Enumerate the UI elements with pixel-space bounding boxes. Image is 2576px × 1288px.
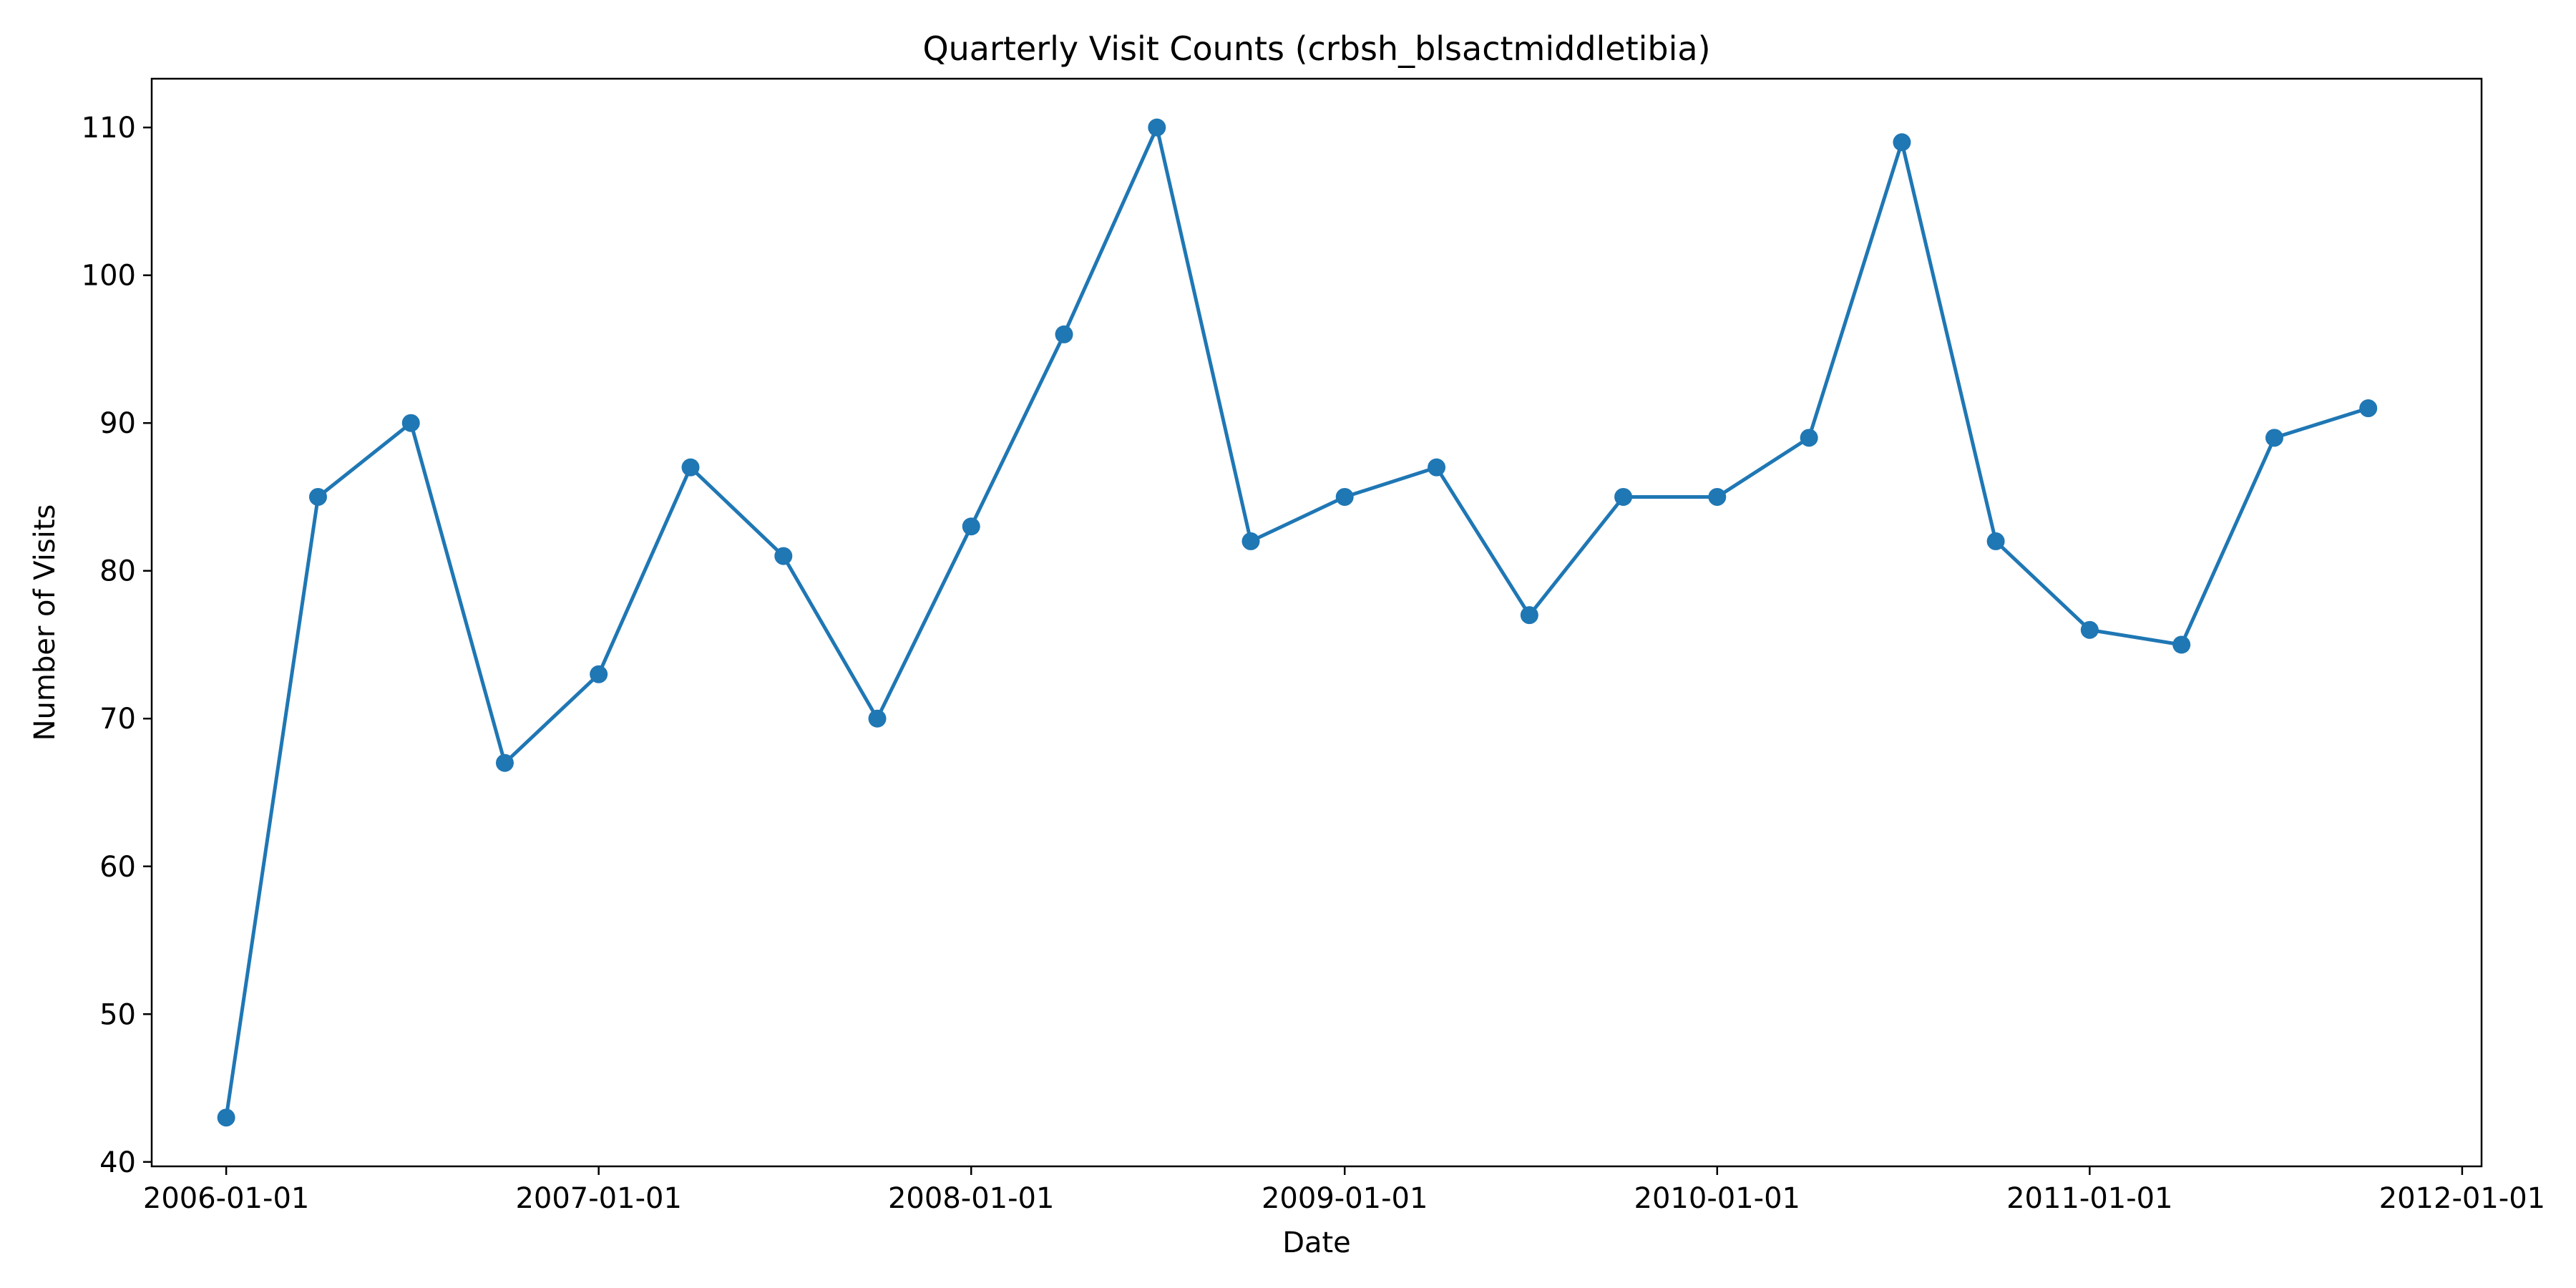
data-point (1148, 118, 1166, 137)
data-point (1428, 458, 1446, 477)
data-point (1708, 487, 1727, 506)
x-axis-label: Date (1282, 1226, 1351, 1259)
data-point (1520, 606, 1538, 625)
data-point (774, 547, 793, 565)
data-point (962, 517, 980, 536)
y-tick-label: 90 (99, 407, 136, 440)
y-tick-label: 50 (99, 998, 136, 1031)
x-tick-label: 2011-01-01 (2006, 1182, 2172, 1215)
data-point (681, 458, 700, 477)
y-tick-label: 110 (82, 112, 136, 145)
data-point (2080, 620, 2099, 639)
x-tick-label: 2012-01-01 (2379, 1182, 2545, 1215)
data-point (868, 709, 887, 728)
data-point (495, 753, 514, 772)
chart-title: Quarterly Visit Counts (crbsh_blsactmidd… (922, 29, 1710, 68)
y-tick-label: 100 (82, 260, 136, 293)
x-tick-label: 2009-01-01 (1262, 1182, 1428, 1215)
series-line (224, 125, 2369, 1118)
data-point (1986, 532, 2005, 550)
data-point (217, 1108, 235, 1127)
plot-frame (150, 77, 2483, 1168)
y-tick-label: 80 (99, 555, 136, 588)
data-point (590, 665, 608, 683)
data-point (1614, 487, 1633, 506)
data-point (1893, 133, 1911, 152)
data-point (1800, 429, 1818, 447)
data-point (1335, 487, 1354, 506)
data-point (2172, 635, 2191, 654)
y-axis-label: Number of Visits (29, 504, 62, 741)
data-point (308, 487, 327, 506)
data-point (1241, 532, 1260, 550)
data-point (2359, 399, 2378, 418)
y-tick-label: 70 (99, 703, 136, 736)
data-point (1055, 325, 1073, 343)
plot-area: 40 50 60 70 80 90 100 110 2006-01-01 2007-01-01 20… (82, 77, 2545, 1215)
y-tick-label: 60 (99, 851, 136, 884)
x-tick-label: 2007-01-01 (515, 1182, 681, 1215)
x-tick-label: 2010-01-01 (1634, 1182, 1800, 1215)
x-tick-label: 2006-01-01 (143, 1182, 309, 1215)
x-tick-label: 2008-01-01 (888, 1182, 1054, 1215)
data-point (401, 414, 420, 432)
y-tick-label: 40 (99, 1146, 136, 1179)
data-point (2265, 429, 2283, 447)
